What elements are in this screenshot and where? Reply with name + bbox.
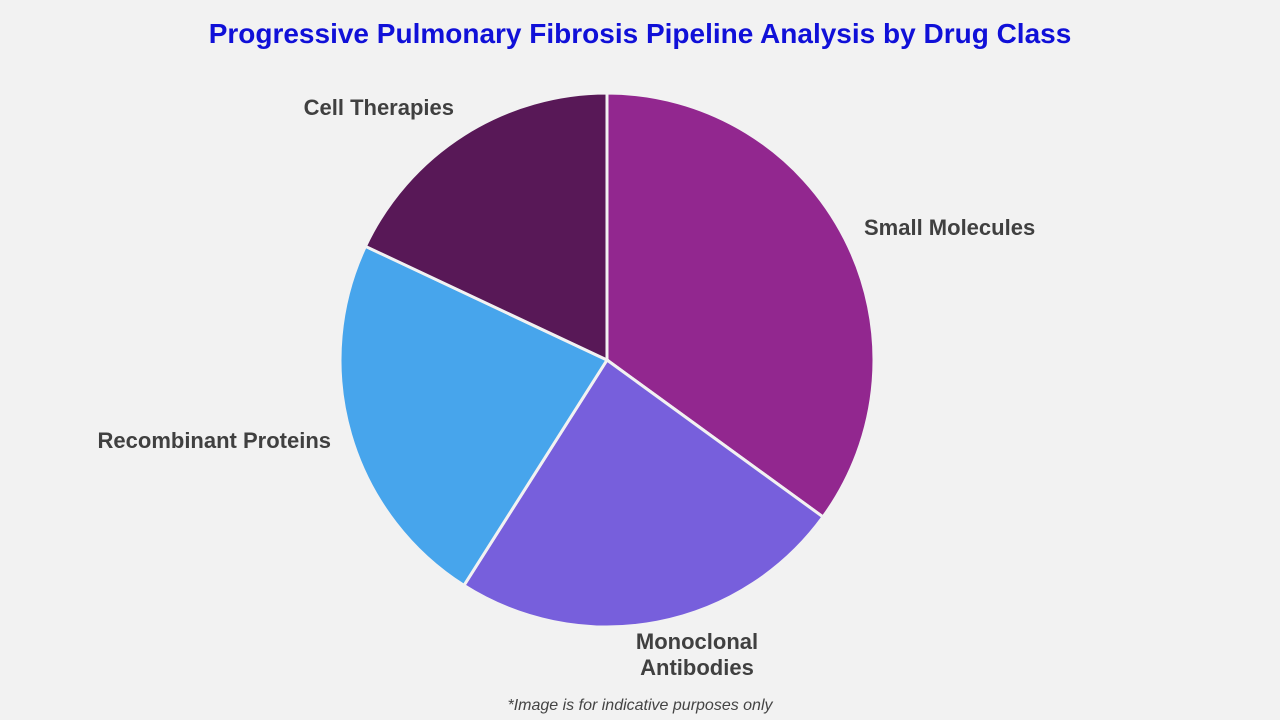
slice-label: Cell Therapies: [303, 95, 454, 120]
footnote: *Image is for indicative purposes only: [507, 697, 773, 714]
slice-label: Recombinant Proteins: [97, 428, 331, 453]
pie-slice: [363, 91, 609, 363]
pie-slice: [338, 244, 610, 588]
pie-slice: [605, 91, 876, 520]
slice-label: Monoclonal Antibodies: [635, 629, 759, 680]
pie-slice: [461, 357, 826, 629]
chart-title: Progressive Pulmonary Fibrosis Pipeline …: [208, 18, 1072, 49]
slice-label: Small Molecules: [864, 215, 1036, 240]
